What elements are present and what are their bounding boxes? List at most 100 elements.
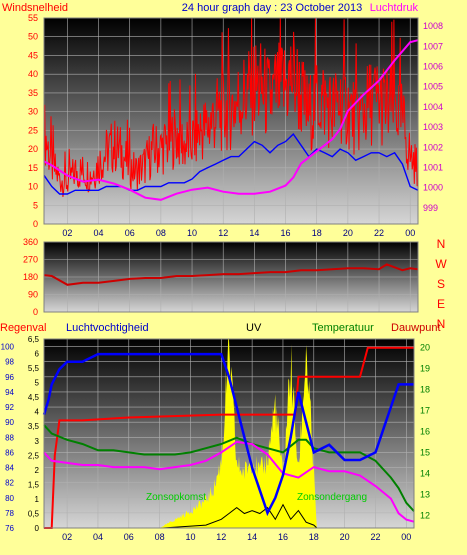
hour-tick-label: 00 [405,228,415,238]
wind-tick-label: 15 [28,163,38,173]
humidity-tick-label: 92 [5,403,14,412]
panel2-series [43,263,419,286]
humidity-tick-label: 100 [1,343,15,352]
wind-tick-label: 5 [33,200,38,210]
pressure-tick-label: 1004 [423,102,443,112]
hour-tick-label: 08 [155,532,165,542]
hour-tick-label: 04 [93,532,103,542]
hour-tick-label: 14 [247,532,257,542]
uv-tick-label: 2 [35,466,40,475]
humidity-line [42,352,414,517]
wind-gust-line [43,17,418,197]
temperature-tick-label: 17 [420,405,430,415]
dewpoint-line [43,440,415,523]
temperature-tick-label: 15 [420,447,430,457]
wind-tick-label: 30 [28,107,38,117]
hour-tick-label: 22 [374,228,384,238]
uv-tick-label: 5 [35,379,40,388]
uv-tick-label: 6,5 [28,335,40,344]
hour-tick-label: 08 [156,228,166,238]
panel3-series [42,339,415,529]
direction-tick-label: 270 [23,255,38,265]
temperature-tick-label: 12 [420,510,430,520]
hour-tick-label: 04 [94,228,104,238]
panel1-series [43,17,419,201]
hour-tick-label: 00 [401,532,411,542]
direction-tick-label: 0 [33,307,38,317]
pressure-tick-label: 1005 [423,82,443,92]
uv-area [159,339,317,528]
panel2-left-ticks: 0 90 180 270 360 [23,237,38,317]
humidity-tick-label: 94 [5,388,14,397]
uv-tick-label: 6 [35,350,40,359]
pressure-tick-label: 1006 [423,61,443,71]
humidity-tick-label: 82 [5,479,14,488]
temperature-tick-label: 19 [420,363,430,373]
legend-temperature: Temperatuur [312,322,374,334]
hour-tick-label: 12 [218,228,228,238]
humidity-tick-label: 90 [5,418,14,427]
hour-tick-label: 02 [62,228,72,238]
pressure-tick-label: 999 [423,203,438,213]
hour-tick-label: 16 [281,228,291,238]
hour-tick-label: 06 [124,532,134,542]
pressure-tick-label: 1003 [423,122,443,132]
legend-dewpoint: Dauwpunt [391,322,441,334]
wind-tick-label: 40 [28,69,38,79]
panel1-x-ticks: 02 04 06 08 10 12 14 16 18 20 22 00 [62,228,415,238]
humidity-tick-label: 80 [5,494,14,503]
uv-tick-label: 5,5 [28,364,40,373]
panel1-left-ticks: 0 5 10 15 20 25 30 35 40 45 50 55 [28,13,38,229]
direction-tick-label: 180 [23,272,38,282]
solar-line [162,503,318,529]
hour-tick-label: 16 [278,532,288,542]
uv-tick-label: 1 [35,495,40,504]
panel3-humidity-ticks: 76 78 80 82 84 86 88 90 92 94 96 98 100 [1,343,15,533]
hour-tick-label: 18 [312,228,322,238]
humidity-tick-label: 76 [5,524,14,533]
panel3-x-ticks: 02 04 06 08 10 12 14 16 18 20 22 00 [62,532,411,542]
pressure-tick-label: 1001 [423,162,443,172]
wind-tick-label: 50 [28,32,38,42]
compass-label: W [435,257,447,271]
compass-label: E [437,297,445,311]
wind-tick-label: 25 [28,125,38,135]
temperature-tick-label: 13 [420,489,430,499]
wind-axis-label: Windsnelheid [2,2,68,14]
uv-tick-label: 4 [35,408,40,417]
humidity-tick-label: 98 [5,358,14,367]
uv-tick-label: 3,5 [28,422,40,431]
hour-tick-label: 22 [370,532,380,542]
compass-label: S [437,277,445,291]
hour-tick-label: 10 [187,228,197,238]
wind-tick-label: 35 [28,88,38,98]
pressure-tick-label: 1008 [423,21,443,31]
wind-direction-line [43,263,419,286]
hour-tick-label: 20 [343,228,353,238]
compass-label: N [437,237,446,251]
wind-tick-label: 20 [28,144,38,154]
panel3-uv-ticks: 0 0,5 1 1,5 2 2,5 3 3,5 4 4,5 5 5,5 6 6,5 [28,335,40,533]
humidity-tick-label: 86 [5,448,14,457]
wind-average-line [43,133,419,195]
sunrise-label: Zonsopkomst [146,492,206,503]
temperature-tick-label: 14 [420,468,430,478]
temperature-tick-label: 18 [420,384,430,394]
humidity-tick-label: 84 [5,464,14,473]
hour-tick-label: 12 [216,532,226,542]
pressure-tick-label: 1002 [423,142,443,152]
wind-tick-label: 0 [33,219,38,229]
pressure-axis-label: Luchtdruk [370,2,419,14]
hour-tick-label: 14 [249,228,259,238]
hour-tick-label: 20 [340,532,350,542]
hour-tick-label: 02 [62,532,72,542]
temperature-tick-label: 16 [420,426,430,436]
legend-humidity: Luchtvochtigheid [66,322,149,334]
panel1-right-ticks: 999 1000 1001 1002 1003 1004 1005 1006 1007 1008 [423,21,443,213]
direction-tick-label: 360 [23,237,38,247]
sunset-label: Zonsondergang [297,492,367,503]
wind-tick-label: 45 [28,50,38,60]
pressure-tick-label: 1000 [423,183,443,193]
pressure-tick-label: 1007 [423,41,443,51]
